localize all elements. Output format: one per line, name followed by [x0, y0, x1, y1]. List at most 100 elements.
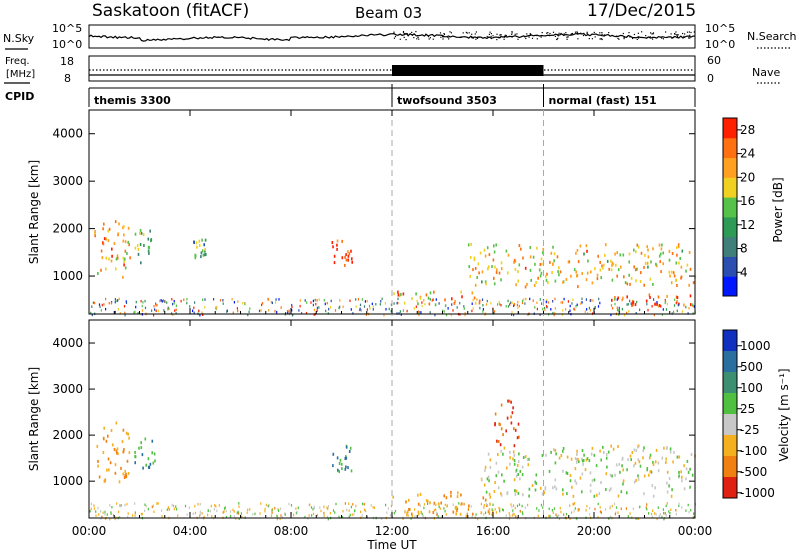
- heatmap-cell: [112, 514, 115, 517]
- nsearch-dot: [684, 33, 686, 35]
- heatmap-cell: [623, 275, 625, 279]
- heatmap-cell: [485, 282, 487, 286]
- nsearch-dot: [556, 34, 558, 36]
- heatmap-cell: [274, 506, 276, 510]
- heatmap-cell: [539, 263, 542, 266]
- nsearch-dot: [682, 32, 684, 35]
- heatmap-cell: [539, 274, 542, 278]
- heatmap-cell: [622, 253, 625, 257]
- heatmap-cell: [550, 450, 552, 454]
- heatmap-cell: [418, 311, 421, 314]
- heatmap-cell: [166, 508, 168, 511]
- heatmap-cell: [624, 281, 627, 285]
- heatmap-cell: [614, 252, 616, 256]
- heatmap-cell: [535, 481, 537, 485]
- nsearch-dot: [440, 36, 442, 38]
- heatmap-cell: [193, 241, 195, 244]
- heatmap-cell: [498, 440, 500, 443]
- heatmap-cell: [653, 298, 655, 301]
- nsearch-dot: [674, 33, 676, 35]
- nsearch-dot: [450, 32, 452, 34]
- heatmap-cell: [406, 309, 408, 313]
- heatmap-cell: [691, 473, 694, 477]
- velocity-colorbar-band: [723, 372, 737, 394]
- heatmap-cell: [517, 473, 519, 476]
- heatmap-cell: [581, 472, 584, 476]
- heatmap-cell: [359, 307, 361, 311]
- heatmap-cell: [108, 301, 110, 305]
- heatmap-cell: [451, 297, 453, 301]
- heatmap-cell: [172, 302, 174, 306]
- heatmap-cell: [140, 231, 143, 235]
- heatmap-cell: [541, 454, 544, 458]
- heatmap-cell: [406, 511, 408, 515]
- heatmap-cell: [635, 478, 637, 482]
- heatmap-cell: [636, 243, 639, 247]
- heatmap-cell: [260, 309, 262, 312]
- heatmap-cell: [201, 512, 203, 515]
- heatmap-cell: [235, 517, 237, 520]
- nsearch-tick-bottom: 10^0: [705, 38, 735, 51]
- heatmap-cell: [635, 517, 637, 520]
- heatmap-cell: [543, 491, 546, 495]
- heatmap-cell: [204, 238, 207, 242]
- nsearch-dot: [546, 32, 548, 34]
- nsearch-dot: [417, 35, 419, 37]
- nsearch-dot: [623, 38, 625, 40]
- heatmap-cell: [614, 473, 616, 477]
- velocity-colorbar-label: -500: [740, 465, 767, 479]
- heatmap-cell: [547, 281, 549, 285]
- heatmap-cell: [345, 465, 347, 469]
- nsearch-dot: [460, 36, 462, 38]
- heatmap-cell: [304, 299, 306, 302]
- heatmap-cell: [153, 510, 155, 513]
- heatmap-cell: [645, 506, 647, 509]
- heatmap-cell: [511, 313, 513, 316]
- heatmap-cell: [509, 303, 511, 306]
- heatmap-cell: [216, 509, 218, 513]
- heatmap-cell: [420, 297, 422, 300]
- heatmap-cell: [664, 301, 666, 305]
- heatmap-cell: [626, 282, 629, 286]
- heatmap-cell: [643, 265, 645, 269]
- heatmap-cell: [326, 301, 328, 305]
- heatmap-cell: [400, 313, 402, 316]
- heatmap-cell: [551, 271, 553, 274]
- heatmap-cell: [633, 464, 635, 468]
- heatmap-cell: [675, 301, 677, 305]
- heatmap-cell: [660, 252, 662, 256]
- heatmap-cell: [115, 421, 118, 425]
- heatmap-cell: [372, 305, 374, 308]
- heatmap-cell: [429, 298, 431, 301]
- nsearch-dot: [490, 37, 493, 40]
- heatmap-cell: [513, 304, 515, 308]
- heatmap-cell: [505, 514, 507, 517]
- nsearch-dot: [503, 38, 505, 40]
- heatmap-cell: [616, 274, 618, 278]
- heatmap-cell: [327, 507, 329, 511]
- heatmap-cell: [515, 474, 518, 478]
- heatmap-cell: [586, 457, 589, 461]
- heatmap-cell: [279, 517, 281, 521]
- heatmap-cell: [275, 298, 277, 301]
- heatmap-cell: [125, 431, 128, 435]
- heatmap-cell: [444, 503, 446, 507]
- heatmap-cell: [195, 241, 198, 245]
- nsearch-dot: [674, 33, 676, 35]
- heatmap-cell: [579, 244, 582, 248]
- heatmap-cell: [634, 461, 637, 465]
- heatmap-cell: [498, 506, 500, 510]
- heatmap-cell: [651, 515, 653, 519]
- power-colorbar-band: [723, 256, 737, 277]
- nsearch-dot: [528, 36, 530, 38]
- heatmap-cell: [112, 443, 114, 447]
- heatmap-cell: [397, 297, 399, 301]
- nsearch-dot: [466, 32, 468, 34]
- heatmap-cell: [116, 502, 118, 505]
- heatmap-cell: [355, 298, 357, 301]
- heatmap-cell: [678, 502, 680, 506]
- heatmap-cell: [125, 475, 128, 479]
- nsearch-dot: [576, 31, 578, 33]
- nsearch-dot: [549, 32, 551, 35]
- heatmap-cell: [589, 299, 591, 302]
